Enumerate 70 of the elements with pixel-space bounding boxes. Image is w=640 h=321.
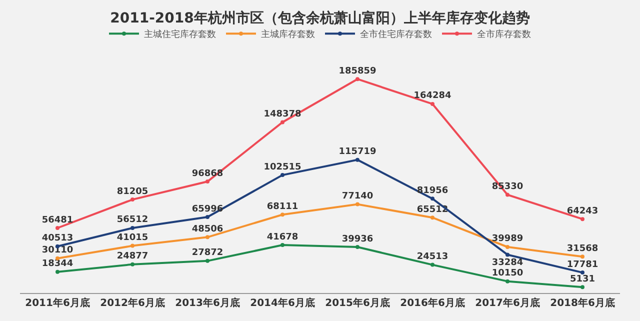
- point: [430, 216, 434, 220]
- point: [356, 77, 360, 82]
- data-label: 41015: [116, 233, 148, 244]
- point: [130, 226, 134, 230]
- data-label: 33284: [492, 258, 524, 268]
- data-label: 77140: [342, 191, 374, 202]
- point: [430, 102, 434, 106]
- data-label: 48506: [192, 224, 224, 234]
- point: [280, 173, 284, 178]
- point: [506, 192, 510, 197]
- x-tick-label: 2013年6月底: [175, 297, 240, 309]
- x-tick-label: 2011年6月底: [25, 297, 90, 309]
- point: [56, 226, 60, 230]
- data-label: 65512: [416, 204, 448, 215]
- point: [356, 158, 360, 162]
- data-label: 40513: [42, 234, 74, 244]
- data-label: 24513: [416, 252, 448, 262]
- point: [130, 244, 134, 248]
- data-label: 64243: [566, 206, 598, 216]
- point: [206, 235, 210, 240]
- data-label: 10150: [492, 268, 524, 279]
- x-tick-label: 2015年6月底: [325, 297, 390, 309]
- data-label: 17781: [566, 260, 598, 270]
- point: [580, 254, 584, 259]
- data-label: 102515: [264, 162, 302, 172]
- point: [130, 262, 134, 266]
- data-label: 31568: [566, 244, 598, 254]
- data-label: 68111: [266, 202, 298, 212]
- x-tick-label: 2017年6月底: [475, 297, 540, 309]
- data-label: 30110: [42, 246, 74, 256]
- chart-title: 2011-2018年杭州市区（包含余杭萧山富阳）上半年库存变化趋势: [110, 10, 530, 27]
- point: [56, 270, 60, 274]
- point: [280, 120, 284, 124]
- x-tick-label: 2018年6月底: [550, 297, 615, 309]
- point: [580, 285, 584, 290]
- data-label: 39989: [492, 234, 524, 244]
- point: [206, 258, 210, 263]
- point: [506, 279, 510, 284]
- data-label: 39936: [342, 234, 374, 244]
- point: [580, 217, 584, 222]
- x-tick-label: 2016年6月底: [400, 297, 465, 309]
- point: [130, 198, 134, 202]
- legend-label: 全市住宅库存套数: [360, 29, 432, 40]
- legend-label: 主城库存套数: [261, 29, 315, 40]
- data-label: 41678: [266, 232, 298, 242]
- point: [280, 243, 284, 248]
- legend-label: 主城住宅库存套数: [144, 29, 216, 40]
- x-tick-label: 2012年6月底: [100, 297, 165, 309]
- x-tick-label: 2014年6月底: [250, 297, 315, 309]
- data-label: 81956: [416, 186, 448, 196]
- point: [430, 196, 434, 201]
- data-label: 115719: [338, 147, 376, 158]
- point: [356, 245, 360, 250]
- point: [506, 244, 510, 249]
- point: [356, 202, 360, 206]
- data-label: 5131: [570, 274, 596, 284]
- point: [280, 212, 284, 217]
- point: [430, 262, 434, 267]
- legend-label: 全市库存套数: [477, 29, 531, 40]
- point: [506, 252, 510, 257]
- data-label: 81205: [116, 186, 148, 197]
- point: [206, 180, 210, 184]
- data-label: 164284: [414, 91, 452, 102]
- data-label: 24877: [116, 252, 148, 262]
- point: [206, 215, 210, 220]
- data-label: 56512: [116, 215, 148, 226]
- data-label: 185859: [338, 66, 376, 76]
- data-label: 18344: [42, 259, 74, 270]
- data-label: 56481: [42, 215, 74, 226]
- data-label: 27872: [192, 248, 224, 258]
